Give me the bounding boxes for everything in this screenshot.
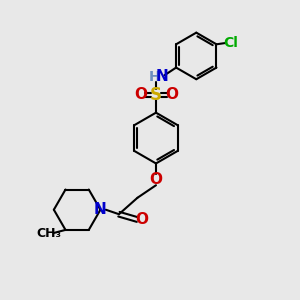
Text: S: S <box>150 86 162 104</box>
Text: N: N <box>156 69 168 84</box>
Text: O: O <box>165 87 178 102</box>
Text: O: O <box>134 87 147 102</box>
Text: O: O <box>149 172 163 188</box>
Text: H: H <box>149 70 160 84</box>
Text: Cl: Cl <box>223 36 238 50</box>
Text: CH₃: CH₃ <box>36 227 61 240</box>
Text: N: N <box>94 202 107 217</box>
Text: O: O <box>136 212 149 227</box>
